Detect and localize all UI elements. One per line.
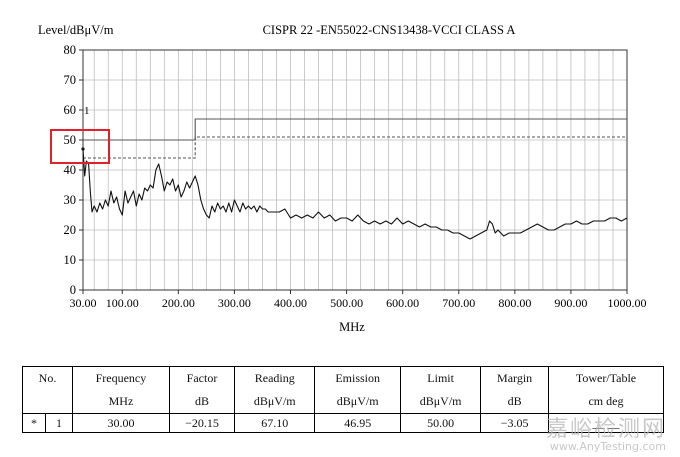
x-tick-label: 100.00 xyxy=(106,296,139,310)
row-no: 1 xyxy=(45,413,73,433)
x-tick-label: 900.00 xyxy=(554,296,587,310)
limit-lines xyxy=(83,118,627,159)
table-units-row: MHz dB dBμV/m dBμV/m dBμV/m dB cm deg xyxy=(22,390,665,414)
unit-no xyxy=(22,390,73,414)
tick-labels: 0 10 20 30 40 50 60 70 80 30.00 100.00 200.00 300.00… xyxy=(64,43,647,310)
watermark-url: www.AnyTesting.com xyxy=(549,440,666,454)
y-tick-label: 60 xyxy=(64,103,77,117)
unit-emission: dBμV/m xyxy=(314,390,401,414)
header-emission: Emission xyxy=(314,366,401,390)
y-tick-label: 40 xyxy=(64,163,77,177)
header-factor: Factor xyxy=(168,366,235,390)
table-row: * 1 30.00 −20.15 67.10 46.95 50.00 −3.05… xyxy=(22,413,665,433)
header-limit: Limit xyxy=(400,366,481,390)
x-axis-label: MHz xyxy=(339,320,365,334)
x-tick-label: 500.00 xyxy=(330,296,363,310)
x-tick-label: 400.00 xyxy=(274,296,307,310)
row-limit: 50.00 xyxy=(400,413,481,433)
y-tick-label: 0 xyxy=(70,283,76,297)
y-tick-label: 70 xyxy=(64,73,77,87)
x-tick-label: 700.00 xyxy=(442,296,475,310)
marker-point xyxy=(81,147,85,151)
emission-trace xyxy=(81,147,628,240)
x-tick-label: 600.00 xyxy=(386,296,419,310)
x-tick-label: 200.00 xyxy=(162,296,195,310)
y-tick-label: 20 xyxy=(64,223,77,237)
emission-chart: 0 10 20 30 40 50 60 70 80 30.00 100.00 200.00 300.00… xyxy=(38,23,647,334)
row-margin: −3.05 xyxy=(480,413,549,433)
chart-title: CISPR 22 -EN55022-CNS13438-VCCI CLASS A xyxy=(263,23,516,37)
unit-margin: dB xyxy=(480,390,549,414)
header-tower-table: Tower/Table xyxy=(547,366,665,390)
unit-frequency: MHz xyxy=(72,390,170,414)
header-frequency: Frequency xyxy=(72,366,170,390)
row-factor: −20.15 xyxy=(168,413,235,433)
row-reading: 67.10 xyxy=(234,413,315,433)
x-tick-label: 300.00 xyxy=(218,296,251,310)
header-reading: Reading xyxy=(234,366,315,390)
header-margin: Margin xyxy=(480,366,549,390)
header-no: No. xyxy=(22,366,73,390)
unit-limit: dBμV/m xyxy=(400,390,481,414)
chart-axes xyxy=(79,49,628,294)
limit-line-quasi-peak xyxy=(83,136,627,159)
x-tick-label: 30.00 xyxy=(70,296,97,310)
marker-label: 1 xyxy=(84,105,90,117)
y-tick-label: 10 xyxy=(64,253,77,267)
y-axis-label: Level/dBμV/m xyxy=(38,23,114,37)
unit-factor: dB xyxy=(168,390,235,414)
results-table: No. Frequency Factor Reading Emission Li… xyxy=(22,366,665,433)
x-tick-label: 800.00 xyxy=(498,296,531,310)
row-flag: * xyxy=(22,413,46,433)
row-emission: 46.95 xyxy=(314,413,401,433)
highlight-box xyxy=(50,129,110,164)
unit-tower-table: cm deg xyxy=(547,390,665,414)
row-frequency: 30.00 xyxy=(72,413,170,433)
y-tick-label: 50 xyxy=(64,133,77,147)
y-tick-label: 80 xyxy=(64,43,77,57)
y-tick-label: 30 xyxy=(64,193,77,207)
table-header-row: No. Frequency Factor Reading Emission Li… xyxy=(22,366,665,390)
watermark-text: 嘉峪检测网 xyxy=(545,417,666,443)
x-tick-label: 1000.00 xyxy=(608,296,647,310)
unit-reading: dBμV/m xyxy=(234,390,315,414)
row-tower-table: __ __ xyxy=(547,413,665,433)
limit-line-class-a xyxy=(83,118,627,141)
watermark: 嘉峪检测网 www.AnyTesting.com xyxy=(546,418,666,453)
chart-grid xyxy=(83,50,627,290)
emission-series-line xyxy=(82,148,628,240)
